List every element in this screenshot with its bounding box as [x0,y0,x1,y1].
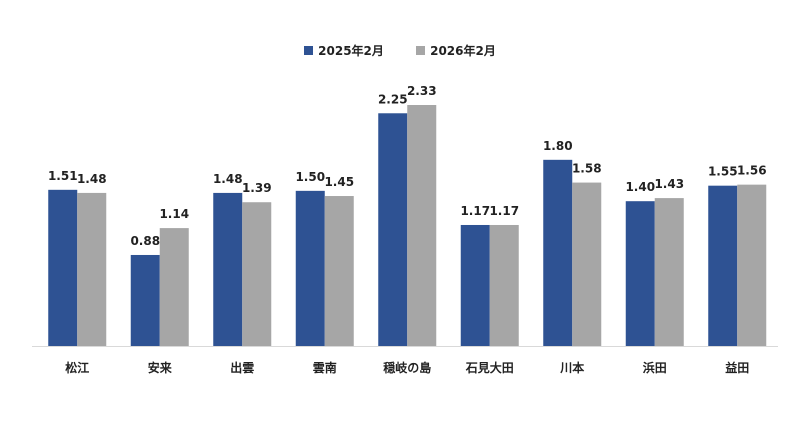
bar-2025-7 [625,201,655,346]
legend-label-2025: 2025年2月 [318,44,384,58]
data-label-2025-3: 1.50 [295,170,325,184]
data-label-2026-5: 1.17 [489,204,519,218]
category-label-1: 安来 [148,360,173,375]
bar-2026-3 [324,196,354,346]
bar-2025-3 [295,190,325,346]
category-label-7: 浜田 [643,360,667,375]
bar-2026-8 [737,184,767,346]
legend: 2025年2月 2026年2月 [0,42,800,59]
category-label-5: 石見大田 [465,360,514,375]
category-label-3: 雲南 [313,360,337,375]
data-label-2025-1: 0.88 [130,234,160,248]
bar-2026-1 [159,228,189,346]
data-label-2026-2: 1.39 [242,181,272,195]
bar-2025-4 [378,113,408,346]
bar-2026-5 [489,224,519,346]
bar-2025-2 [213,192,243,346]
data-label-2026-7: 1.43 [654,177,684,191]
data-label-2026-3: 1.45 [324,175,354,189]
data-label-2025-4: 2.25 [378,92,408,106]
data-label-2026-8: 1.56 [737,164,767,178]
data-label-2025-8: 1.55 [708,165,738,179]
legend-swatch-2025 [304,46,314,55]
data-label-2026-4: 2.33 [407,84,437,98]
bar-2025-6 [543,159,573,346]
bar-2025-1 [130,254,160,346]
data-label-2025-0: 1.51 [48,169,78,183]
bar-2026-4 [407,105,437,346]
legend-item-2026: 2026年2月 [416,42,496,59]
category-label-4: 穏岐の島 [383,360,431,375]
category-label-0: 松江 [65,360,89,375]
data-label-2026-1: 1.14 [159,207,189,221]
data-label-2026-6: 1.58 [572,162,602,176]
bar-2026-0 [77,192,107,346]
bar-2026-2 [242,202,272,346]
category-label-6: 川本 [559,360,584,375]
data-label-2025-2: 1.48 [213,172,243,186]
legend-label-2026: 2026年2月 [430,44,496,58]
category-label-8: 益田 [725,360,749,375]
data-label-2025-5: 1.17 [460,204,490,218]
bar-2025-5 [460,224,490,346]
legend-swatch-2026 [416,46,426,55]
data-label-2025-6: 1.80 [543,139,573,153]
bar-2026-6 [572,182,602,346]
category-label-2: 出雲 [230,360,254,375]
data-label-2025-7: 1.40 [625,180,655,194]
bar-2025-8 [708,185,738,346]
bar-2026-7 [654,198,684,346]
bar-2025-0 [48,189,78,346]
legend-item-2025: 2025年2月 [304,42,384,59]
data-label-2026-0: 1.48 [77,172,107,186]
